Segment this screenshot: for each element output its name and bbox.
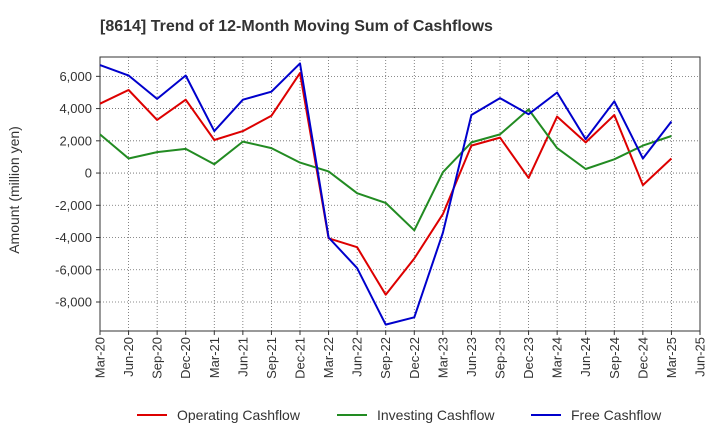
plot-border — [99, 56, 701, 332]
series-line-operating-cashflow — [99, 72, 673, 296]
x-tick-label: Mar-20 — [93, 337, 108, 378]
x-tick-label: Mar-24 — [550, 337, 565, 378]
grid — [99, 57, 701, 331]
legend-label: Free Cashflow — [571, 407, 662, 423]
legend-item-investing-cashflow: Investing Cashflow — [337, 407, 495, 423]
y-tick-label: -2,000 — [55, 198, 92, 213]
series-line-investing-cashflow — [99, 108, 672, 232]
y-tick-label: 4,000 — [59, 101, 92, 116]
axes — [99, 56, 701, 332]
x-tick-label: Mar-23 — [435, 337, 450, 378]
x-tick-label: Sep-22 — [378, 337, 393, 379]
x-tick-label: Jun-20 — [121, 337, 136, 377]
x-tick-label: Sep-23 — [493, 337, 508, 379]
x-tick-label: Dec-22 — [407, 337, 422, 379]
series-line-free-cashflow — [99, 62, 673, 326]
x-ticks: Mar-20 Jun-20 Sep-20 Dec-20 Mar-21 Jun-21 Sep-… — [93, 331, 708, 379]
y-tick-label: -4,000 — [55, 230, 92, 245]
x-tick-label: Sep-24 — [607, 337, 622, 379]
legend-label: Investing Cashflow — [377, 407, 495, 423]
y-tick-label: -8,000 — [55, 294, 92, 309]
legend-label: Operating Cashflow — [177, 407, 301, 423]
x-tick-label: Dec-24 — [635, 337, 650, 379]
y-ticks: -8,000 -6,000 -4,000 -2,000 0 2,000 4,000 6,000 — [55, 69, 100, 309]
x-tick-label: Sep-20 — [150, 337, 165, 379]
x-tick-label: Mar-21 — [207, 337, 222, 378]
y-tick-label: 2,000 — [59, 133, 92, 148]
chart-title: [8614] Trend of 12-Month Moving Sum of C… — [100, 18, 493, 35]
y-axis-label: Amount (million yen) — [6, 126, 22, 254]
x-tick-label: Jun-22 — [350, 337, 365, 377]
x-tick-label: Jun-24 — [578, 337, 593, 377]
legend-item-free-cashflow: Free Cashflow — [531, 407, 662, 423]
series-lines — [99, 62, 673, 326]
y-tick-label: -6,000 — [55, 262, 92, 277]
legend-item-operating-cashflow: Operating Cashflow — [137, 407, 301, 423]
x-tick-label: Mar-22 — [321, 337, 336, 378]
y-tick-label: 0 — [85, 166, 92, 181]
x-tick-label: Jun-23 — [464, 337, 479, 377]
x-tick-label: Dec-21 — [293, 337, 308, 379]
x-tick-label: Jun-21 — [235, 337, 250, 377]
x-tick-label: Dec-20 — [178, 337, 193, 379]
x-tick-label: Dec-23 — [521, 337, 536, 379]
x-tick-label: Mar-25 — [664, 337, 679, 378]
x-tick-label: Sep-21 — [264, 337, 279, 379]
x-tick-label: Jun-25 — [693, 337, 708, 377]
y-tick-label: 6,000 — [59, 69, 92, 84]
legend: Operating Cashflow Investing Cashflow Free… — [137, 407, 662, 423]
